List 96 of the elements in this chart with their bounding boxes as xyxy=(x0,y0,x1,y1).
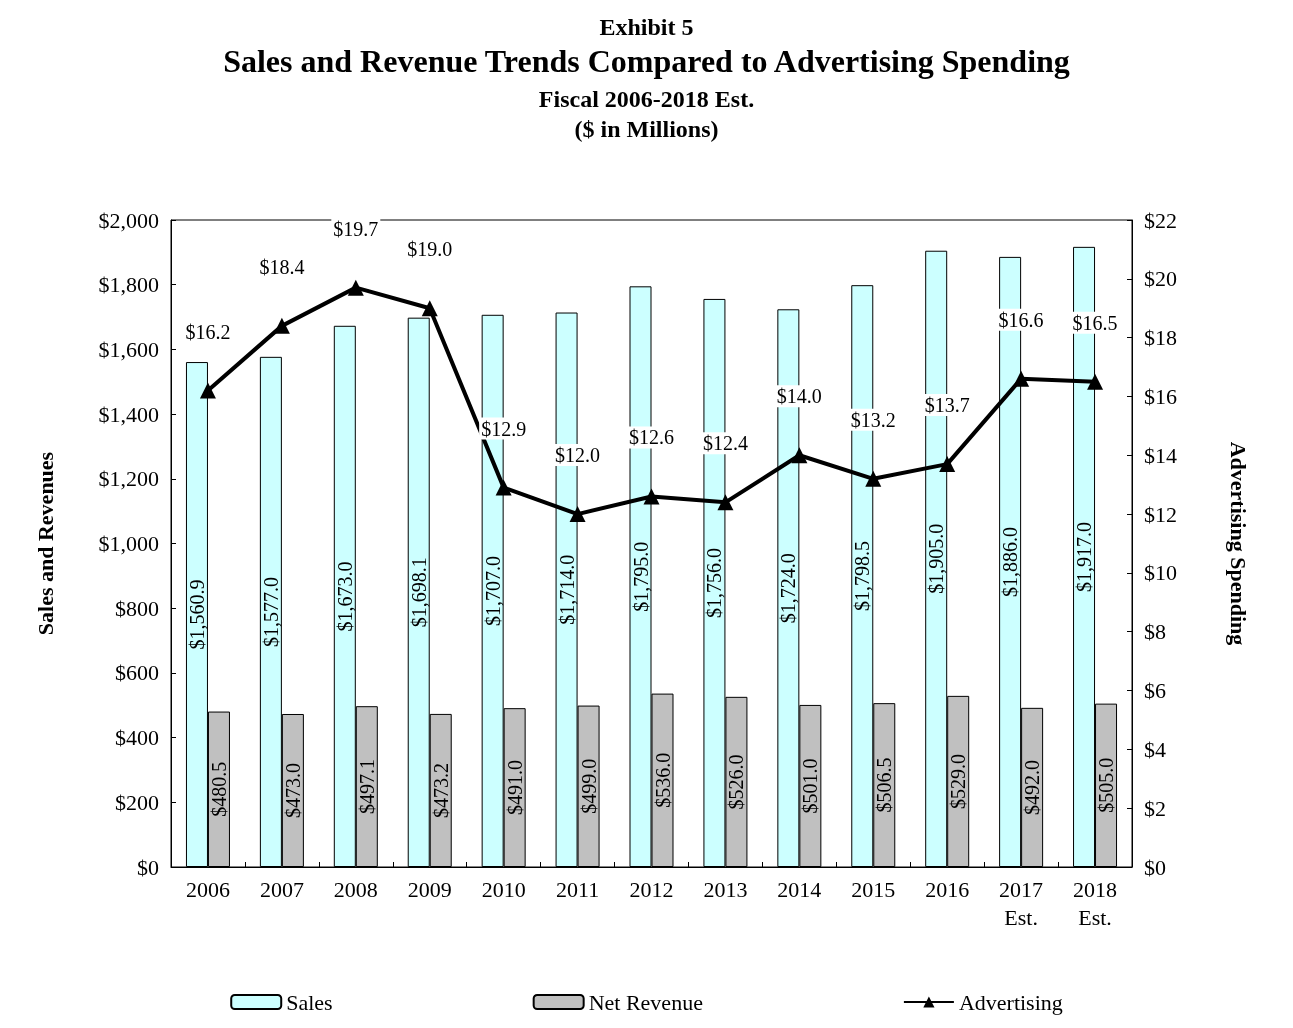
data-label: $12.6 xyxy=(629,426,674,449)
data-label: $1,798.5 xyxy=(851,541,874,612)
data-label: $473.0 xyxy=(281,762,304,818)
point xyxy=(865,470,882,487)
data-label: $491.0 xyxy=(503,760,526,816)
data-label: $13.7 xyxy=(924,394,970,417)
x-tick-label: 2010 xyxy=(481,876,526,902)
x-tick-label: 2013 xyxy=(703,876,748,902)
y-tick-label: $400 xyxy=(115,725,159,751)
data-label: $473.2 xyxy=(429,762,452,818)
y2-tick-label: $6 xyxy=(1144,678,1166,704)
data-label: $1,560.9 xyxy=(185,579,208,650)
data-label: $13.2 xyxy=(850,408,896,431)
y2-tick-label: $12 xyxy=(1144,501,1177,527)
point xyxy=(347,279,364,296)
data-label: $1,577.0 xyxy=(259,576,282,647)
data-label: $536.0 xyxy=(651,752,674,808)
data-label: $1,905.0 xyxy=(925,523,948,594)
point xyxy=(643,488,660,505)
data-label: $12.0 xyxy=(555,444,601,467)
x-tick-label: 2006 xyxy=(185,876,230,902)
data-label: $19.7 xyxy=(333,217,379,240)
point xyxy=(421,300,438,317)
x-tick-label: 2007 xyxy=(259,876,304,902)
x-tick-label: 2008 xyxy=(333,876,378,902)
data-label: $14.0 xyxy=(776,385,822,408)
text: ($ in Millions) xyxy=(574,116,719,142)
data-label: $18.4 xyxy=(259,255,305,278)
data-label: $16.5 xyxy=(1072,311,1118,334)
y2-tick-label: $22 xyxy=(1144,207,1177,233)
text: Fiscal 2006-2018 Est. xyxy=(538,86,755,112)
y2-tick-label: $20 xyxy=(1144,266,1177,292)
x-tick-label: 2017 Est. xyxy=(999,876,1044,930)
x-tick-label: 2009 xyxy=(407,876,452,902)
y-tick-label: $1,400 xyxy=(98,401,159,427)
data-label: $492.0 xyxy=(1021,759,1044,815)
point xyxy=(791,447,808,464)
y-tick-label: $0 xyxy=(137,854,159,880)
data-label: $506.5 xyxy=(873,757,896,813)
point xyxy=(1013,370,1030,387)
y2-tick-label: $16 xyxy=(1144,383,1177,409)
y-axis-title: Sales and Revenues xyxy=(32,451,58,636)
point xyxy=(199,382,216,399)
y-tick-label: $1,200 xyxy=(98,466,159,492)
data-label: $505.0 xyxy=(1095,757,1118,813)
data-label: $1,917.0 xyxy=(1073,521,1096,592)
data-label: $16.2 xyxy=(185,320,231,343)
y2-tick-label: $8 xyxy=(1144,619,1166,645)
x-tick-label: 2018 Est. xyxy=(1073,876,1118,930)
x-tick-label: 2015 xyxy=(851,876,896,902)
point xyxy=(939,456,956,473)
data-label: $1,673.0 xyxy=(333,561,356,632)
data-label: $501.0 xyxy=(799,758,822,814)
y-tick-label: $200 xyxy=(115,789,159,815)
y-tick-label: $1,000 xyxy=(98,531,159,556)
point xyxy=(495,479,512,496)
y-tick-label: $800 xyxy=(115,595,159,621)
legend-label: Sales xyxy=(286,989,333,1015)
legend-label: Net Revenue xyxy=(588,989,703,1015)
data-label: $16.6 xyxy=(998,308,1044,331)
data-label: $1,714.0 xyxy=(555,554,578,625)
y2-tick-label: $10 xyxy=(1144,560,1177,586)
data-label: $499.0 xyxy=(577,758,600,814)
x-tick-label: 2016 xyxy=(925,876,970,902)
data-label: $497.1 xyxy=(355,759,378,815)
data-label: $1,795.0 xyxy=(629,541,652,612)
data-label: $12.4 xyxy=(702,432,748,455)
data-label: $526.0 xyxy=(725,754,748,810)
data-label: $1,756.0 xyxy=(703,547,726,618)
data-label: $1,698.1 xyxy=(407,557,430,628)
data-label: $529.0 xyxy=(947,753,970,809)
x-tick-label: 2014 xyxy=(777,876,822,902)
point xyxy=(1087,373,1104,390)
y2-tick-label: $0 xyxy=(1144,854,1166,880)
data-label: $1,707.0 xyxy=(481,555,504,626)
data-label: $1,886.0 xyxy=(999,526,1022,597)
y2-axis-title: Advertising Spending xyxy=(1225,441,1251,646)
data-label: $480.5 xyxy=(207,761,230,817)
point xyxy=(717,494,734,511)
y-tick-label: $2,000 xyxy=(98,207,159,233)
data-label: $1,724.0 xyxy=(777,553,800,624)
chart-title: Exhibit 5 xyxy=(599,14,694,40)
y2-tick-label: $4 xyxy=(1144,736,1166,762)
y-tick-label: $600 xyxy=(115,660,159,686)
x-tick-label: 2012 xyxy=(629,876,674,902)
data-label: $19.0 xyxy=(407,238,453,261)
y-tick-label: $1,800 xyxy=(98,272,159,298)
y2-tick-label: $2 xyxy=(1144,795,1166,821)
y2-tick-label: $18 xyxy=(1144,325,1177,351)
x-tick-label: 2011 xyxy=(555,876,600,902)
legend-label: Advertising xyxy=(958,989,1063,1015)
y-tick-label: $1,600 xyxy=(98,336,159,362)
y2-tick-label: $14 xyxy=(1144,442,1177,468)
point xyxy=(569,506,586,523)
data-label: $12.9 xyxy=(481,417,527,440)
chart-subtitle: Sales and Revenue Trends Compared to Advertising Spending xyxy=(223,43,1070,79)
